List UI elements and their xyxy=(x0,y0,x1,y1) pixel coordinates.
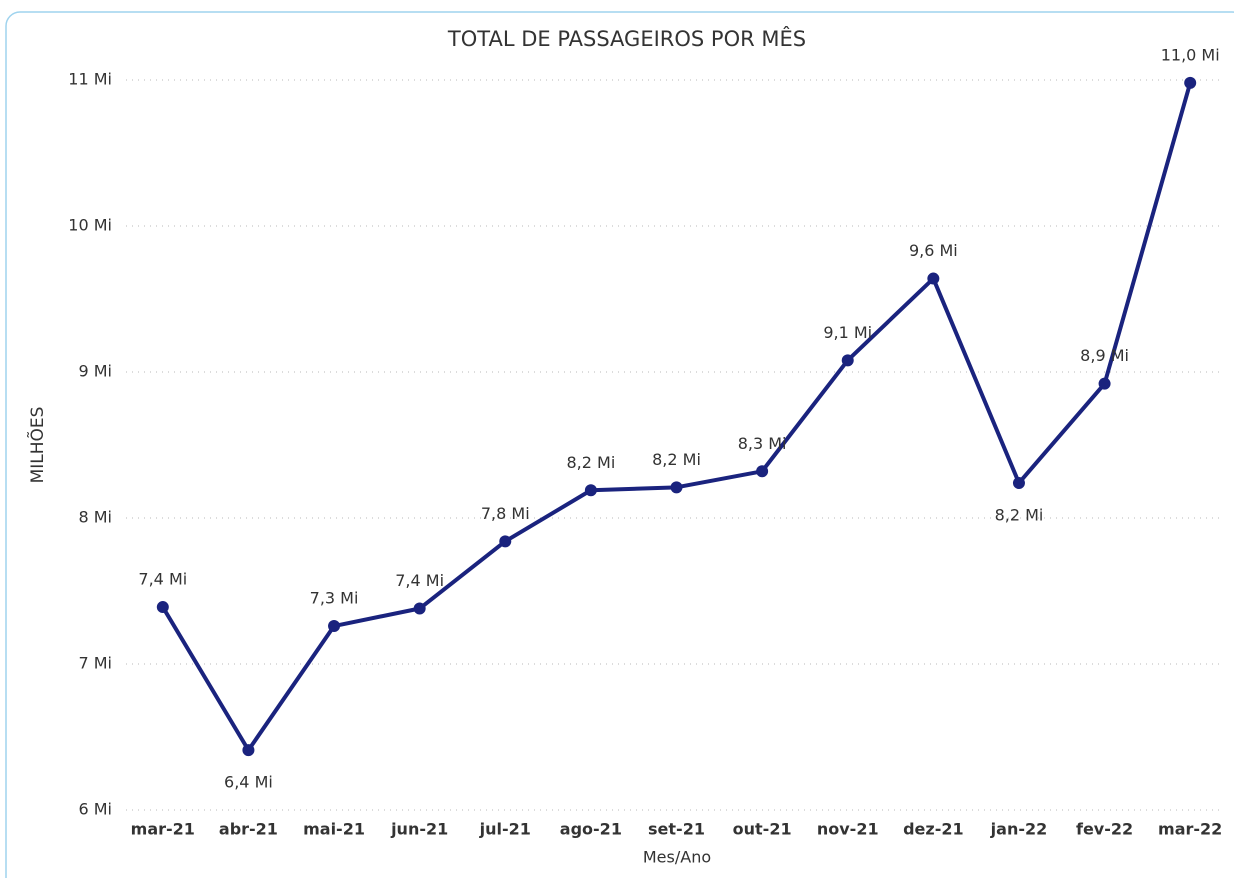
data-label: 8,9 Mi xyxy=(1080,346,1129,365)
point xyxy=(156,601,169,614)
y-tick-label: 11 Mi xyxy=(68,70,112,89)
point xyxy=(413,602,426,615)
x-tick-label: dez-21 xyxy=(903,820,964,839)
y-tick-label: 9 Mi xyxy=(78,362,112,381)
data-label: 7,4 Mi xyxy=(395,571,444,590)
x-tick-label: jul-21 xyxy=(479,820,531,839)
card xyxy=(5,11,1234,878)
point xyxy=(584,484,597,497)
point xyxy=(1098,377,1111,390)
x-tick-label: fev-22 xyxy=(1076,820,1133,839)
x-tick-label: jun-21 xyxy=(390,820,448,839)
data-label: 9,6 Mi xyxy=(909,241,958,260)
chart-title: TOTAL DE PASSAGEIROS POR MÊS xyxy=(447,26,806,51)
data-label: 7,3 Mi xyxy=(310,589,359,608)
data-label: 9,1 Mi xyxy=(823,323,872,342)
point xyxy=(927,272,940,285)
x-tick-label: set-21 xyxy=(648,820,705,839)
x-tick-label: mai-21 xyxy=(303,820,365,839)
x-tick-label: nov-21 xyxy=(817,820,879,839)
point xyxy=(328,620,341,633)
y-tick-label: 8 Mi xyxy=(78,508,112,527)
point xyxy=(242,744,255,757)
y-axis-label: MILHÕES xyxy=(26,407,48,484)
data-label: 8,2 Mi xyxy=(652,450,701,469)
x-tick-label: ago-21 xyxy=(560,820,622,839)
data-label: 7,4 Mi xyxy=(138,570,187,589)
x-tick-label: mar-21 xyxy=(131,820,195,839)
data-label: 11,0 Mi xyxy=(1161,45,1220,64)
point xyxy=(499,535,512,548)
point xyxy=(1012,476,1025,489)
x-tick-label: jan-22 xyxy=(990,820,1048,839)
point xyxy=(670,481,683,494)
data-label: 8,2 Mi xyxy=(995,505,1044,524)
point xyxy=(841,354,854,367)
data-label: 7,8 Mi xyxy=(481,504,530,523)
x-tick-label: abr-21 xyxy=(219,820,278,839)
x-axis-label: Mes/Ano xyxy=(643,848,711,867)
data-label: 8,3 Mi xyxy=(738,434,787,453)
y-tick-label: 7 Mi xyxy=(78,654,112,673)
point xyxy=(756,465,769,478)
y-tick-label: 10 Mi xyxy=(68,216,112,235)
data-label: 8,2 Mi xyxy=(566,453,615,472)
point xyxy=(1184,76,1197,89)
x-tick-label: mar-22 xyxy=(1158,820,1222,839)
data-label: 6,4 Mi xyxy=(224,773,273,792)
y-tick-label: 6 Mi xyxy=(78,800,112,819)
x-tick-label: out-21 xyxy=(733,820,792,839)
